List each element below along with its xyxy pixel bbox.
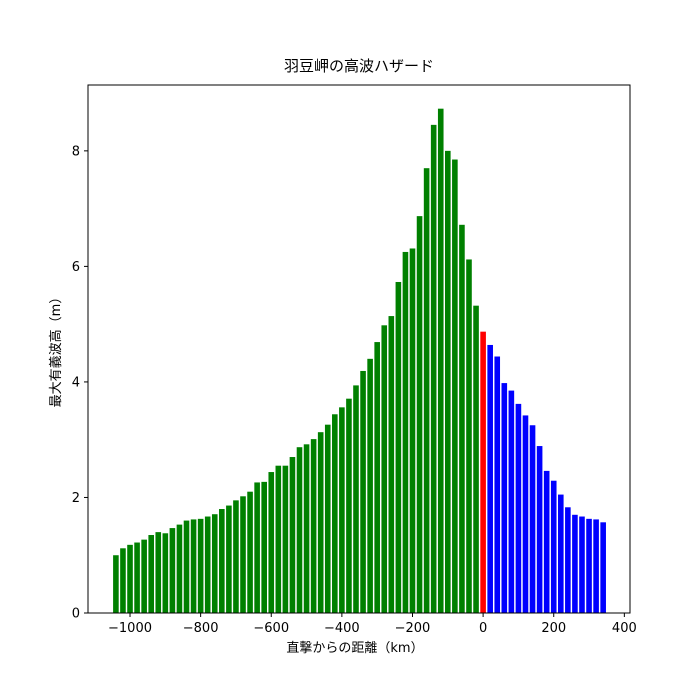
bar (275, 465, 282, 613)
bar (261, 481, 267, 613)
bar (515, 403, 522, 613)
bar (452, 159, 458, 613)
chart-title: 羽豆岬の高波ハザード (284, 57, 434, 75)
y-tick-label: 6 (72, 260, 80, 275)
bar (219, 509, 225, 613)
bar (176, 524, 183, 613)
y-tick-label: 0 (72, 607, 80, 622)
plot-frame (87, 84, 631, 614)
bar (183, 520, 190, 613)
bar (473, 305, 479, 613)
bar (268, 472, 275, 613)
bar (416, 216, 423, 613)
bar (487, 344, 493, 613)
bar (190, 519, 197, 613)
bar (254, 482, 260, 613)
x-tick-label: −600 (253, 621, 289, 636)
bar (550, 480, 557, 613)
bar (155, 532, 162, 613)
bar (494, 356, 501, 613)
y-tick-label: 8 (72, 144, 80, 159)
bar (572, 514, 578, 613)
bar (282, 465, 289, 613)
bar (332, 414, 338, 613)
bar (543, 470, 550, 613)
bar (367, 358, 373, 613)
bar (501, 383, 508, 613)
bar (353, 385, 359, 613)
bar (289, 457, 296, 613)
x-tick-label: 400 (612, 621, 637, 636)
x-axis-label: 直撃からの距離（km） (286, 640, 423, 656)
bar (600, 522, 606, 613)
bar (169, 528, 176, 613)
bar (120, 548, 126, 613)
bar (233, 500, 239, 613)
bar (565, 507, 571, 613)
bar (480, 331, 486, 613)
x-tick-label: −400 (324, 621, 360, 636)
bar (303, 444, 310, 613)
y-tick-label: 2 (72, 491, 80, 506)
bar (437, 108, 444, 613)
bar (240, 496, 246, 613)
bar (148, 535, 155, 613)
x-tick-label: −1000 (108, 621, 152, 636)
bar (204, 516, 211, 613)
bar (162, 533, 169, 613)
bar (141, 539, 147, 613)
bar (127, 544, 133, 613)
bar (423, 168, 430, 614)
x-tick-label: −800 (183, 621, 219, 636)
x-tick-label: 200 (541, 621, 566, 636)
bar (346, 398, 352, 613)
y-axis-label: 最大有義波高（m） (48, 291, 64, 408)
bar (113, 555, 119, 613)
bar (360, 370, 366, 613)
bar (211, 514, 218, 613)
bar (508, 390, 515, 613)
bar (522, 415, 529, 613)
bar (310, 439, 317, 613)
bar (529, 425, 536, 613)
bar (134, 542, 140, 613)
bar (579, 516, 585, 613)
bar (430, 124, 437, 613)
bar (317, 432, 324, 613)
x-tick-label: 0 (479, 621, 487, 636)
bar (409, 248, 416, 613)
x-tick-label: −200 (395, 621, 431, 636)
bar (586, 518, 592, 613)
bar (324, 424, 331, 613)
bar (536, 446, 543, 613)
bar (388, 316, 395, 613)
bar (247, 491, 253, 613)
bar (395, 281, 402, 613)
bar (339, 407, 345, 613)
y-tick-label: 4 (72, 375, 80, 390)
bar (381, 325, 388, 613)
bar (593, 519, 599, 613)
bar (402, 251, 409, 613)
bar (374, 342, 380, 613)
bar (445, 150, 451, 613)
bar (557, 494, 564, 613)
bar (296, 447, 303, 613)
bar (459, 224, 465, 613)
bar (466, 259, 472, 613)
bar (197, 518, 204, 613)
bar (226, 505, 232, 613)
